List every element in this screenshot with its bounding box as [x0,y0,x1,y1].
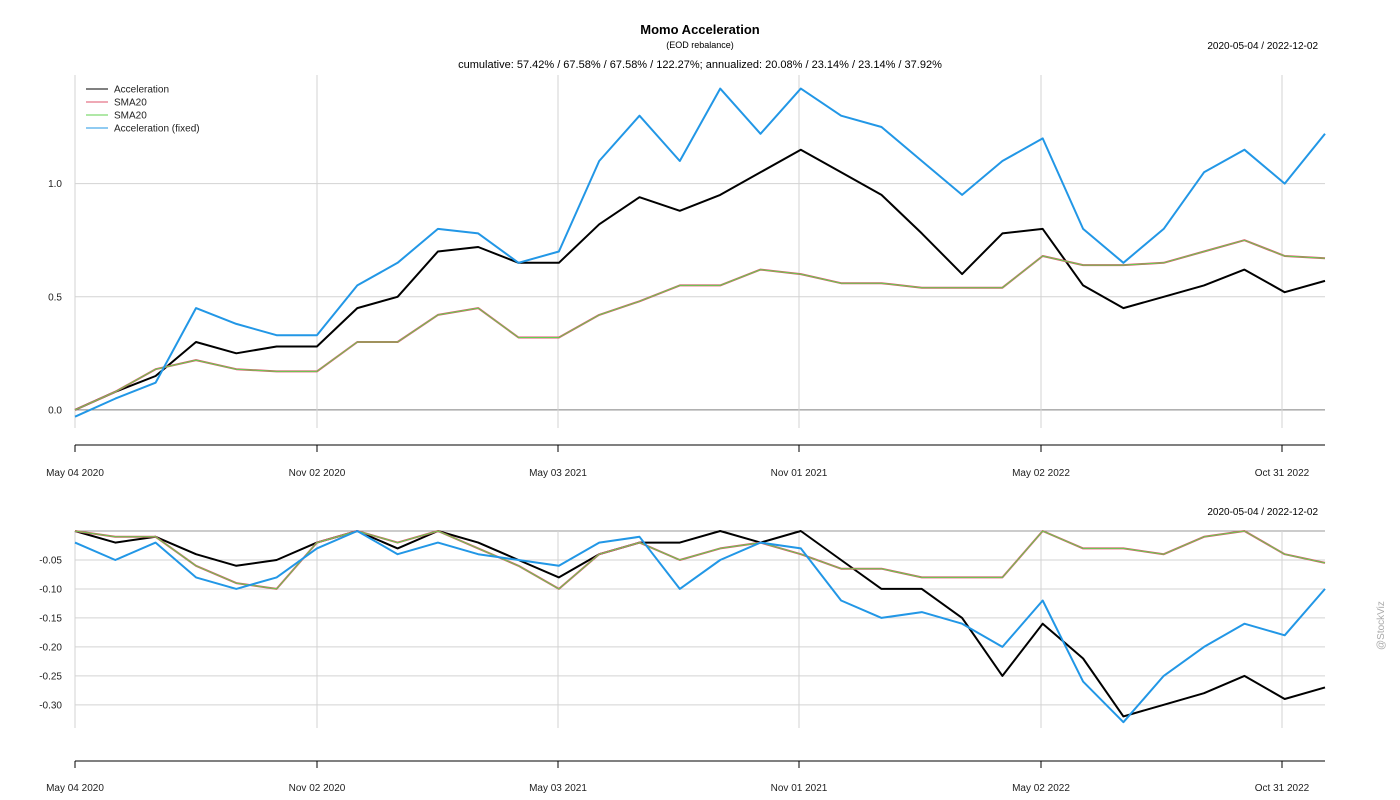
y-tick-label: -0.15 [39,613,62,624]
legend-label: Acceleration (fixed) [114,124,200,135]
series-line-acceleration-fixed- [74,87,1326,418]
chart-subtitle: (EOD rebalance) [666,40,734,50]
series-line-sma20 [74,530,1326,590]
performance-summary: cumulative: 57.42% / 67.58% / 67.58% / 1… [458,59,942,71]
date-range-bottom: 2020-05-04 / 2022-12-02 [1207,507,1318,518]
x-tick-label: Nov 02 2020 [289,468,346,479]
legend-label: SMA20 [114,111,147,122]
legend-label: Acceleration [114,85,169,96]
y-tick-label: 0.5 [48,292,62,303]
series-line-acceleration-fixed- [74,530,1326,724]
x-tick-label: Nov 02 2020 [289,783,346,794]
y-tick-label: 0.0 [48,405,62,416]
drawdown-panel: -0.05 -0.10 -0.15 -0.20 -0.25 -0.30 May 04 202… [39,530,1326,794]
y-tick-label: -0.10 [39,584,62,595]
y-tick-label: -0.25 [39,671,62,682]
series-line-sma20 [74,239,1326,411]
cumulative-panel: 0.0 0.5 1.0 May 04 2020 Nov 02 2020 May 03 20… [46,75,1326,479]
legend-label: SMA20 [114,98,147,109]
y-tick-label: -0.30 [39,700,62,711]
x-tick-label: May 03 2021 [529,468,587,479]
chart-title: Momo Acceleration [640,22,760,37]
x-tick-label: Nov 01 2021 [771,783,828,794]
x-tick-label: May 04 2020 [46,468,104,479]
x-tick-label: May 04 2020 [46,783,104,794]
x-tick-label: May 03 2021 [529,783,587,794]
series-line-acceleration [74,530,1326,718]
y-tick-label: -0.20 [39,642,62,653]
y-tick-label: -0.05 [39,555,62,566]
series-line-acceleration [74,148,1326,411]
x-tick-label: Oct 31 2022 [1255,783,1310,794]
y-tick-label: 1.0 [48,179,62,190]
date-range-top: 2020-05-04 / 2022-12-02 [1207,41,1318,52]
x-tick-label: May 02 2022 [1012,783,1070,794]
series-line-sma20 [74,239,1326,411]
x-tick-label: May 02 2022 [1012,468,1070,479]
x-tick-label: Nov 01 2021 [771,468,828,479]
x-tick-label: Oct 31 2022 [1255,468,1310,479]
